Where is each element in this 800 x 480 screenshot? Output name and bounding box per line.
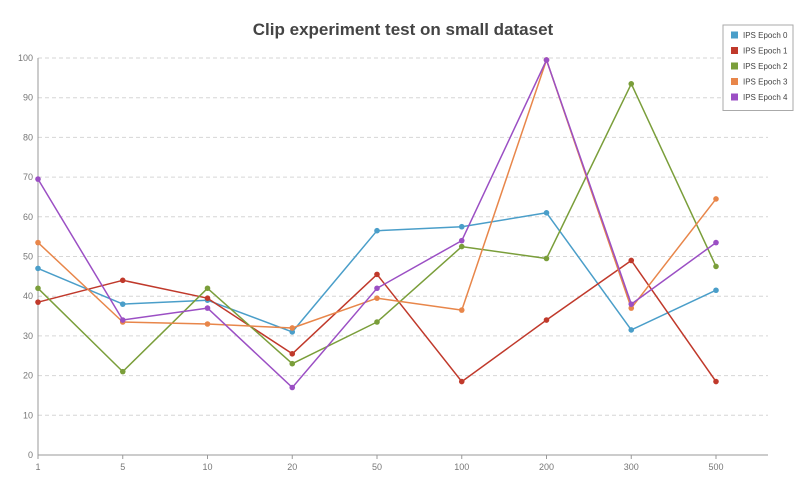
x-tick-label: 200 — [539, 462, 554, 472]
data-point — [713, 287, 719, 294]
data-point — [35, 239, 41, 246]
data-point — [289, 325, 296, 331]
y-tick-label: 20 — [23, 371, 33, 381]
data-point — [713, 378, 719, 385]
data-point — [119, 368, 126, 375]
data-point — [204, 321, 211, 327]
series-line-epoch-4 — [37, 59, 717, 389]
data-point — [119, 317, 126, 323]
data-point — [458, 237, 465, 244]
y-tick-label: 60 — [23, 212, 33, 222]
data-point — [289, 384, 296, 391]
legend-swatch — [731, 31, 738, 39]
data-point — [713, 239, 719, 246]
data-point — [543, 210, 550, 216]
data-point — [204, 285, 211, 292]
data-point — [119, 301, 126, 307]
x-tick-label: 300 — [624, 462, 639, 472]
data-point — [374, 271, 380, 278]
x-tick-label: 10 — [202, 462, 212, 472]
y-tick-label: 100 — [18, 53, 33, 63]
data-point — [289, 360, 296, 367]
data-point — [35, 285, 41, 292]
y-tick-label: 50 — [23, 252, 33, 262]
gridlines — [38, 57, 768, 416]
data-point — [35, 176, 41, 182]
legend-swatch — [731, 93, 738, 101]
y-tick-label: 80 — [23, 132, 33, 142]
x-tick-label: 50 — [372, 462, 382, 472]
data-point — [374, 285, 380, 292]
data-point — [628, 81, 635, 87]
data-point — [543, 57, 550, 63]
legend-label[interactable]: IPS Epoch 1 — [743, 47, 788, 56]
data-point — [289, 350, 296, 357]
y-tick-label: 30 — [23, 331, 33, 341]
data-point — [35, 265, 41, 272]
legend-label[interactable]: IPS Epoch 3 — [743, 78, 788, 87]
legend-label[interactable]: IPS Epoch 4 — [743, 93, 788, 102]
data-point — [458, 223, 465, 230]
data-point — [713, 263, 719, 270]
data-point — [374, 319, 380, 325]
axes: 0 10 20 30 40 50 60 70 80 90 100 1 5 10 20 50 100 200 300 5… — [18, 53, 768, 472]
legend[interactable]: IPS Epoch 0 IPS Epoch 1 IPS Epoch 2 IPS Epo… — [722, 24, 794, 111]
x-tick-label: 500 — [708, 462, 723, 472]
data-point — [289, 329, 296, 335]
data-point — [374, 295, 380, 301]
series-line-epoch-2 — [37, 83, 717, 373]
series-lines — [35, 57, 719, 391]
x-tick-label: 20 — [287, 462, 297, 472]
legend-label[interactable]: IPS Epoch 0 — [743, 31, 788, 40]
x-tick-label: 100 — [454, 462, 469, 472]
legend-swatch — [731, 78, 738, 85]
data-point — [204, 305, 211, 311]
y-tick-label: 40 — [23, 291, 33, 301]
legend-label[interactable]: IPS Epoch 2 — [743, 62, 788, 71]
data-point — [543, 255, 550, 262]
x-tick-label: 1 — [35, 462, 40, 472]
data-point — [628, 327, 635, 333]
y-tick-label: 70 — [23, 172, 33, 182]
y-tick-label: 90 — [23, 93, 33, 103]
data-point — [374, 227, 380, 234]
data-point — [458, 307, 465, 313]
y-tick-label: 0 — [28, 450, 33, 460]
data-point — [119, 277, 126, 284]
data-point — [628, 301, 635, 307]
data-point — [458, 378, 465, 385]
data-point — [713, 196, 719, 202]
data-point — [458, 243, 465, 250]
legend-swatch — [731, 47, 738, 54]
data-point — [35, 299, 41, 305]
data-point — [543, 317, 550, 323]
data-point — [628, 305, 635, 311]
data-point — [628, 257, 635, 264]
chart-title: Clip experiment test on small dataset — [252, 20, 554, 39]
data-point — [204, 295, 211, 301]
x-tick-label: 5 — [120, 462, 125, 472]
legend-swatch — [731, 62, 738, 70]
y-tick-label: 10 — [23, 410, 33, 420]
